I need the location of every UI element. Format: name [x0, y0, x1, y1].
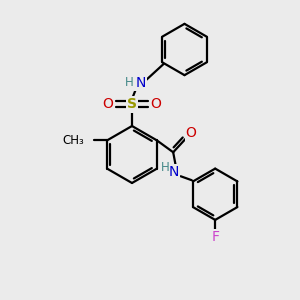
Text: CH₃: CH₃	[62, 134, 84, 147]
Text: S: S	[127, 98, 137, 111]
Text: O: O	[103, 98, 113, 111]
Text: N: N	[169, 165, 179, 179]
Text: N: N	[135, 76, 146, 89]
Text: H: H	[125, 76, 134, 89]
Text: O: O	[186, 126, 196, 140]
Text: H: H	[160, 161, 169, 174]
Text: F: F	[211, 230, 219, 244]
Text: O: O	[151, 98, 161, 111]
